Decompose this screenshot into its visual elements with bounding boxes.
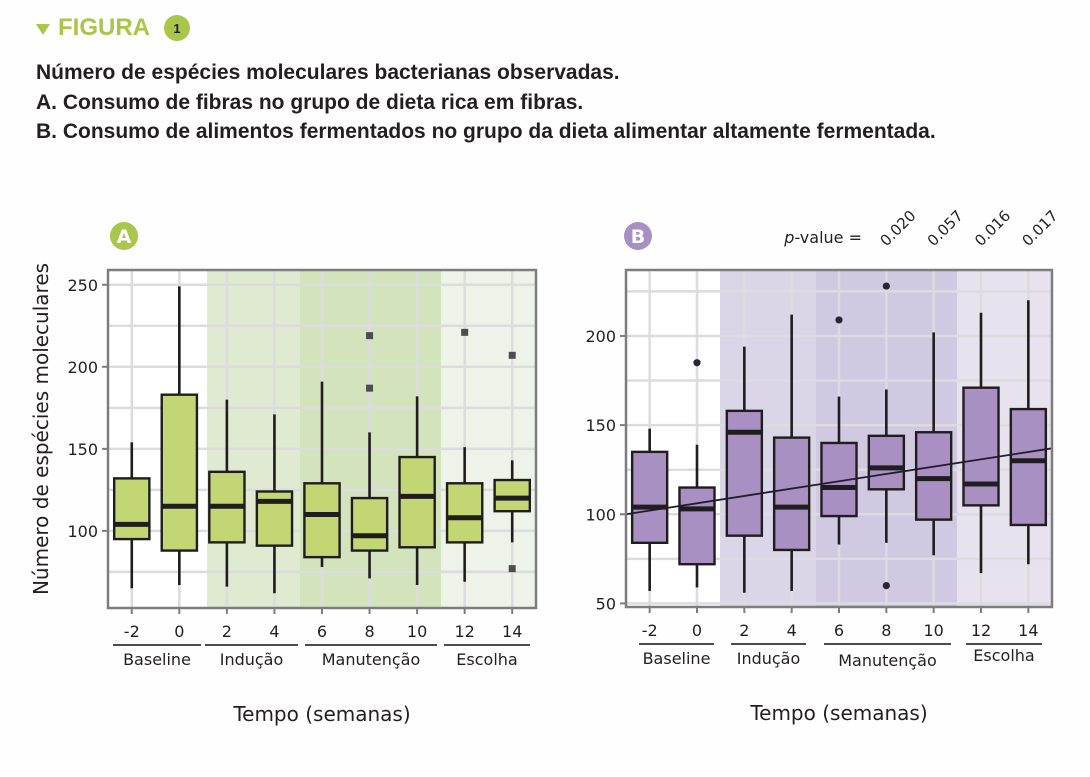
panel-badge (624, 222, 652, 250)
x-tick-label: 4 (269, 622, 279, 641)
box-week-2 (208, 399, 246, 587)
y-axis-title: Número de espécies moleculares (29, 263, 53, 595)
x-tick-label: 6 (834, 621, 844, 640)
x-tick-label: -2 (124, 622, 140, 641)
caption-line-b: B. Consumo de alimentos fermentados no g… (36, 120, 936, 143)
box-week-0 (160, 286, 199, 586)
outlier-point (835, 316, 843, 324)
box-week-12 (445, 328, 484, 582)
x-tick-label: 2 (739, 621, 749, 640)
figure-number-badge: 1 (164, 15, 190, 41)
x-tick-label: 10 (407, 622, 427, 641)
box-week-0 (678, 359, 716, 588)
panel-badge-label: B (631, 226, 645, 248)
box-iqr (772, 436, 811, 552)
caption-line-a: A. Consumo de fibras no grupo de dieta r… (36, 90, 584, 114)
box-iqr (350, 496, 389, 552)
x-tick-label: -2 (642, 621, 658, 640)
outlier-point (693, 359, 701, 367)
x-tick-label: 6 (317, 622, 327, 641)
outlier-point (366, 384, 374, 392)
y-tick-label: 200 (585, 327, 616, 346)
caption-line-title: Número de espécies moleculares bacterian… (36, 61, 620, 84)
x-tick-label: 12 (971, 621, 991, 640)
box-iqr (725, 409, 764, 537)
box-iqr (867, 434, 906, 491)
box-week-4 (772, 314, 811, 591)
phase-label: Baseline (123, 650, 191, 669)
box-week-2 (725, 346, 764, 593)
box-week--2 (112, 442, 151, 589)
x-axis-title: Tempo (semanas) (749, 701, 927, 725)
phase-label: Baseline (643, 649, 711, 668)
y-tick-label: 50 (596, 594, 616, 613)
box-week-12 (962, 312, 1000, 574)
box-week-14 (1009, 300, 1048, 565)
x-tick-label: 0 (174, 622, 184, 641)
box-iqr (678, 486, 716, 566)
figure-caption: Número de espécies moleculares bacterian… (36, 58, 936, 147)
outlier-point (508, 351, 516, 359)
box-week-8 (867, 282, 906, 590)
box-week-14 (493, 351, 532, 573)
box-iqr (1009, 407, 1048, 527)
phase-label: Indução (220, 650, 284, 669)
pvalue-12: 0.016 (971, 207, 1014, 250)
y-tick-label: 100 (67, 522, 98, 541)
panel-badge-label: A (117, 226, 132, 248)
box-iqr (445, 482, 484, 544)
x-tick-label: 14 (502, 622, 522, 641)
box-iqr (112, 477, 151, 541)
box-week-10 (914, 332, 953, 556)
box-iqr (160, 393, 199, 552)
x-tick-label: 8 (881, 621, 891, 640)
box-week-10 (398, 396, 436, 586)
box-week-8 (350, 332, 389, 579)
box-iqr (962, 386, 1000, 507)
outlier-point (882, 282, 890, 290)
x-tick-label: 10 (923, 621, 943, 640)
pvalue-14: 0.017 (1018, 207, 1061, 250)
y-tick-label: 100 (585, 505, 616, 524)
phase-label: Indução (737, 649, 801, 668)
box-iqr (630, 450, 669, 545)
y-tick-label: 250 (67, 276, 98, 295)
x-tick-label: 12 (454, 622, 474, 641)
outlier-point (508, 565, 516, 573)
pvalue-label: p-value = (783, 228, 862, 247)
box-week--2 (630, 428, 669, 591)
box-week-6 (303, 381, 341, 567)
box-iqr (398, 455, 436, 549)
trend-line (625, 447, 1053, 516)
x-axis-title: Tempo (semanas) (232, 702, 410, 726)
pvalue-10: 0.057 (924, 207, 967, 250)
x-tick-label: 14 (1018, 621, 1038, 640)
x-tick-label: 0 (692, 621, 702, 640)
triangle-down-icon (36, 23, 50, 35)
outlier-point (882, 582, 890, 590)
outlier-point (366, 332, 374, 340)
panel-badge (110, 222, 138, 250)
x-tick-label: 2 (222, 622, 232, 641)
box-iqr (914, 431, 953, 521)
figure-label: FIGURA (58, 14, 150, 41)
pvalue-8: 0.020 (876, 207, 919, 250)
y-tick-label: 150 (67, 440, 98, 459)
box-week-4 (255, 414, 294, 594)
figure-header: FIGURA 1 (36, 14, 190, 42)
phase-label: Escolha (456, 650, 517, 669)
phase-label: Manutenção (838, 651, 937, 670)
y-tick-label: 150 (585, 416, 616, 435)
phase-label: Manutenção (322, 650, 421, 669)
outlier-point (461, 328, 469, 336)
y-tick-label: 200 (67, 358, 98, 377)
phase-label: Escolha (973, 646, 1034, 665)
x-tick-label: 4 (787, 621, 797, 640)
box-iqr (303, 482, 341, 559)
x-tick-label: 8 (364, 622, 374, 641)
